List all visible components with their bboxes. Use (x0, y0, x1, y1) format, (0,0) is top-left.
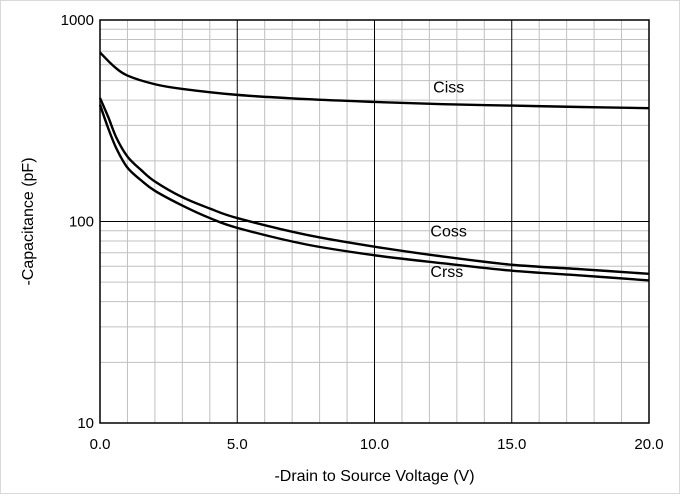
x-tick-label: 0.0 (90, 436, 111, 453)
series-label-coss: Coss (430, 224, 466, 241)
series-line-coss (98, 97, 650, 276)
x-tick-label: 20.0 (634, 436, 663, 453)
series-line-crss (98, 104, 650, 282)
tick-labels: 0.0 5.0 10.0 15.0 20.0 10 100 1000 (61, 12, 664, 453)
x-tick-label: 10.0 (360, 436, 389, 453)
grid-lines (100, 20, 649, 423)
series-label-ciss: Ciss (433, 79, 464, 96)
series-label-crss: Crss (430, 264, 463, 281)
x-axis-label: -Drain to Source Voltage (V) (274, 468, 474, 485)
y-tick-label: 10 (77, 415, 94, 432)
series-layer (98, 51, 650, 282)
series-labels: Ciss Coss Crss (430, 79, 466, 281)
y-tick-label: 100 (69, 214, 94, 231)
plot-frame (99, 19, 650, 424)
x-tick-label: 5.0 (227, 436, 248, 453)
y-axis-label: -Capacitance (pF) (20, 157, 37, 285)
x-tick-label: 15.0 (497, 436, 526, 453)
y-tick-label: 1000 (61, 12, 94, 29)
series-line-ciss (99, 51, 650, 110)
